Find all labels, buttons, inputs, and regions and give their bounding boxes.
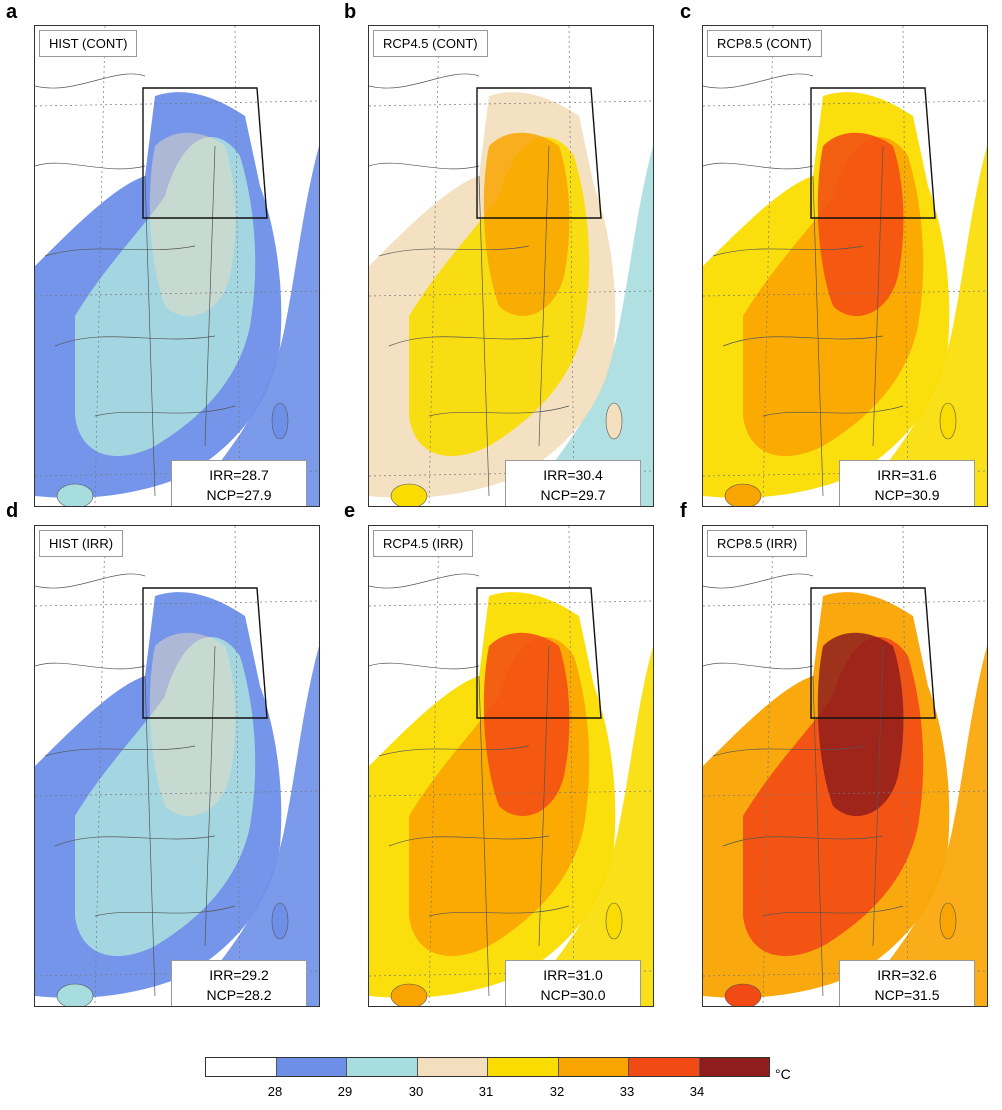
island-hainan xyxy=(390,983,428,1006)
ncp-value: NCP=29.7 xyxy=(540,487,606,503)
map-field xyxy=(35,26,319,506)
province-borders xyxy=(703,73,904,497)
colorbar-bin-30-31 xyxy=(417,1058,488,1076)
ncp-region-outline xyxy=(476,87,602,219)
island-taiwan xyxy=(605,902,623,940)
temperature-map-panel: RCP4.5 (CONT) IRR=30.4 NCP=29.7 xyxy=(368,25,654,507)
island-hainan xyxy=(724,483,762,506)
ncp-region-outline xyxy=(810,587,936,719)
colorbar xyxy=(205,1057,770,1077)
irr-value: IRR=32.6 xyxy=(877,967,937,983)
colorbar-bin-29-30 xyxy=(347,1058,418,1076)
stats-box: IRR=31.6 NCP=30.9 xyxy=(839,460,975,506)
province-borders xyxy=(35,573,236,997)
ncp-value: NCP=30.9 xyxy=(874,487,940,503)
stats-box: IRR=29.2 NCP=28.2 xyxy=(171,960,307,1006)
scenario-label: RCP8.5 (IRR) xyxy=(707,530,808,557)
colorbar-bin-31-32 xyxy=(488,1058,559,1076)
ncp-region-outline xyxy=(476,587,602,719)
colorbar-tick: 30 xyxy=(408,1084,424,1099)
province-borders xyxy=(35,73,236,497)
island-taiwan xyxy=(271,902,289,940)
colorbar-tick: 29 xyxy=(337,1084,353,1099)
map-field xyxy=(35,526,319,1006)
map-field xyxy=(369,526,653,1006)
colorbar-bin-28-29 xyxy=(276,1058,347,1076)
land-field-high xyxy=(817,132,904,316)
land-field-mid xyxy=(75,636,256,956)
island-hainan xyxy=(56,483,94,506)
colorbar-tick: 34 xyxy=(689,1084,705,1099)
land-field-high xyxy=(149,132,236,316)
colorbar-bin-33-34 xyxy=(629,1058,700,1076)
temperature-map-panel: RCP8.5 (CONT) IRR=31.6 NCP=30.9 xyxy=(702,25,988,507)
island-hainan xyxy=(390,483,428,506)
land-field-high xyxy=(817,632,904,816)
ncp-value: NCP=31.5 xyxy=(874,987,940,1003)
panel-letter: f xyxy=(680,500,687,522)
panel-letter: d xyxy=(6,500,19,522)
colorbar-bin-below-28 xyxy=(206,1058,277,1076)
ncp-region-outline xyxy=(142,87,268,219)
temperature-map-panel: RCP8.5 (IRR) IRR=32.6 NCP=31.5 xyxy=(702,525,988,1007)
map-field xyxy=(369,26,653,506)
stats-box: IRR=32.6 NCP=31.5 xyxy=(839,960,975,1006)
scenario-label: HIST (CONT) xyxy=(39,30,138,57)
ncp-value: NCP=27.9 xyxy=(206,487,272,503)
scenario-label: RCP4.5 (IRR) xyxy=(373,530,474,557)
stats-box: IRR=28.7 NCP=27.9 xyxy=(171,460,307,506)
map-field xyxy=(703,26,987,506)
panel-letter: c xyxy=(680,1,692,23)
ncp-value: NCP=30.0 xyxy=(540,987,606,1003)
colorbar-tick: 28 xyxy=(267,1084,283,1099)
colorbar-tick: 31 xyxy=(478,1084,494,1099)
colorbar-tick: 32 xyxy=(549,1084,565,1099)
island-hainan xyxy=(724,983,762,1006)
irr-value: IRR=31.0 xyxy=(543,967,603,983)
scenario-label: HIST (IRR) xyxy=(39,530,124,557)
panel-letter: a xyxy=(6,1,18,23)
land-field-high xyxy=(483,632,570,816)
island-taiwan xyxy=(939,402,957,440)
irr-value: IRR=29.2 xyxy=(209,967,269,983)
panel-letter: b xyxy=(344,1,357,23)
land-field-mid xyxy=(75,136,256,456)
map-field xyxy=(703,526,987,1006)
island-taiwan xyxy=(605,402,623,440)
ncp-region-outline xyxy=(810,87,936,219)
colorbar-unit: °C xyxy=(775,1066,791,1082)
ncp-value: NCP=28.2 xyxy=(206,987,272,1003)
ncp-region-outline xyxy=(142,587,268,719)
land-field-high xyxy=(149,632,236,816)
island-taiwan xyxy=(271,402,289,440)
province-borders xyxy=(369,573,570,997)
colorbar-bin-32-33 xyxy=(558,1058,629,1076)
land-field-high xyxy=(483,132,570,316)
colorbar-bin-above-34 xyxy=(699,1058,769,1076)
irr-value: IRR=30.4 xyxy=(543,467,603,483)
island-hainan xyxy=(56,983,94,1006)
panel-letter: e xyxy=(344,500,356,522)
temperature-map-panel: RCP4.5 (IRR) IRR=31.0 NCP=30.0 xyxy=(368,525,654,1007)
irr-value: IRR=31.6 xyxy=(877,467,937,483)
stats-box: IRR=31.0 NCP=30.0 xyxy=(505,960,641,1006)
colorbar-tick: 33 xyxy=(619,1084,635,1099)
irr-value: IRR=28.7 xyxy=(209,467,269,483)
scenario-label: RCP8.5 (CONT) xyxy=(707,30,822,57)
province-borders xyxy=(703,573,904,997)
island-taiwan xyxy=(939,902,957,940)
scenario-label: RCP4.5 (CONT) xyxy=(373,30,488,57)
temperature-map-panel: HIST (IRR) IRR=29.2 NCP=28.2 xyxy=(34,525,320,1007)
stats-box: IRR=30.4 NCP=29.7 xyxy=(505,460,641,506)
temperature-map-panel: HIST (CONT) IRR=28.7 NCP=27.9 xyxy=(34,25,320,507)
province-borders xyxy=(369,73,570,497)
